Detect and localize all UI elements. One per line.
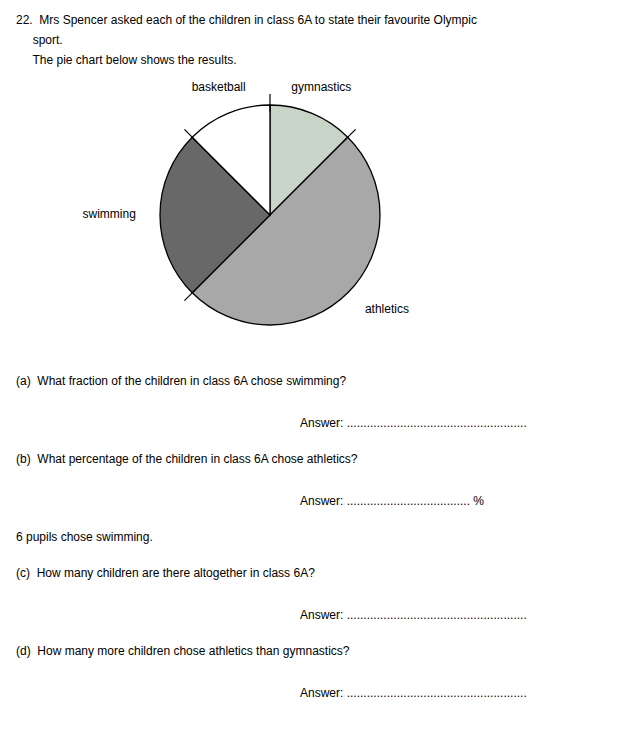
questions: (a) What fraction of the children in cla… xyxy=(16,374,527,700)
slice-boundary xyxy=(184,288,196,300)
slice-boundary xyxy=(343,129,355,141)
slice-label: gymnastics xyxy=(291,80,351,94)
answer-line: Answer: ................................… xyxy=(300,494,484,508)
pie: gymnastics athletics swimming basketball xyxy=(82,80,408,325)
slice-boundary xyxy=(269,94,270,112)
slice-boundary xyxy=(184,129,196,141)
question: (c) How many children are there altogeth… xyxy=(16,566,315,580)
title-line: sport. xyxy=(16,33,63,47)
pie-slice xyxy=(192,105,270,215)
question: (d) How many more children chose athleti… xyxy=(16,644,350,658)
title-line: The pie chart below shows the results. xyxy=(16,53,237,67)
slice-label: basketball xyxy=(192,80,246,94)
question: (b) What percentage of the children in c… xyxy=(16,452,358,466)
slice-label: swimming xyxy=(82,207,135,221)
header: 22. Mrs Spencer asked each of the childr… xyxy=(16,13,477,67)
chart: 22. Mrs Spencer asked each of the childr… xyxy=(0,0,618,732)
answer-line: Answer: ................................… xyxy=(300,686,527,700)
answer-line: Answer: ................................… xyxy=(300,608,527,622)
slice-label: athletics xyxy=(365,302,409,316)
title-line: 22. Mrs Spencer asked each of the childr… xyxy=(16,13,477,27)
question: 6 pupils chose swimming. xyxy=(16,530,153,544)
question: (a) What fraction of the children in cla… xyxy=(16,374,346,388)
answer-line: Answer: ................................… xyxy=(300,416,527,430)
